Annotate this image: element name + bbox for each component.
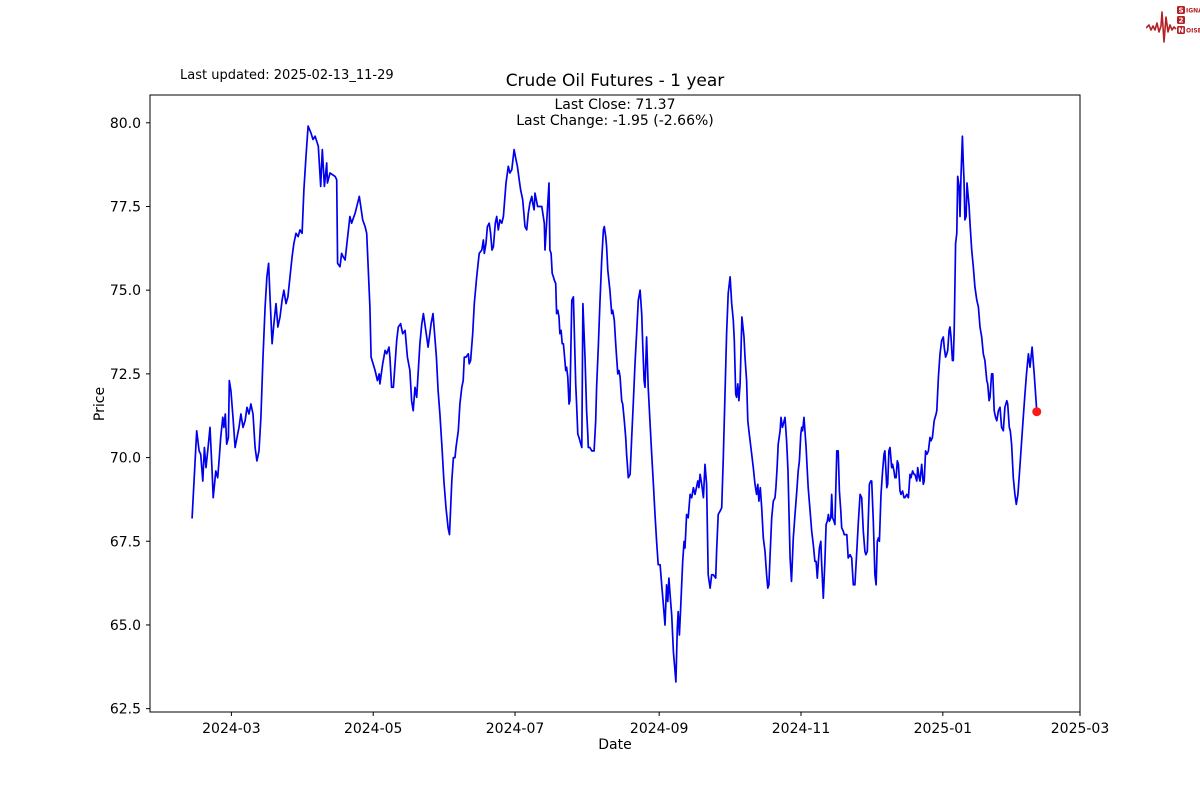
x-tick-label: 2025-03 [1051,721,1110,737]
logo-letter-s: S [1178,7,1183,15]
x-tick-label: 2024-07 [486,721,545,737]
annotation-last-close: Last Close: 71.37 [554,97,676,113]
chart-title: Crude Oil Futures - 1 year [505,71,725,91]
x-tick-label: 2024-11 [772,721,831,737]
x-axis-label: Date [598,737,632,753]
y-tick-label: 75.0 [110,283,141,299]
logo-n-box [1177,26,1185,34]
y-tick-label: 80.0 [110,116,141,132]
last-updated-text: Last updated: 2025-02-13_11-29 [180,68,394,83]
x-tick-label: 2025-01 [914,721,973,737]
y-axis-label: Price [92,386,108,422]
y-tick-label: 72.5 [110,367,141,383]
logo-text-ignal: IGNAL [1186,8,1200,15]
heartbeat-waveform-icon [1145,11,1177,43]
annotation-last-change: Last Change: -1.95 (-2.66%) [516,113,714,129]
logo-text-oise: OISE [1186,28,1200,35]
y-tick-label: 67.5 [110,534,141,550]
y-tick-label: 70.0 [110,451,141,467]
logo-2-box [1177,16,1185,24]
price-line-series [191,125,1038,683]
y-tick-label: 77.5 [110,199,141,215]
logo-s-box [1177,6,1185,14]
chart-annotation: Last Close: 71.37 Last Change: -1.95 (-2… [150,97,1080,129]
axes-border [149,94,1081,713]
x-tick-label: 2024-09 [630,721,689,737]
x-tick-label: 2024-03 [202,721,261,737]
y-tick-label: 62.5 [110,702,141,718]
y-tick-label: 65.0 [110,618,141,634]
logo-letter-n: N [1178,27,1184,35]
logo-digit-2: 2 [1179,17,1184,25]
last-close-marker [1032,407,1042,417]
signal2noise-logo: S IGNAL 2 N OISE [1145,2,1200,48]
x-tick-label: 2024-05 [344,721,403,737]
